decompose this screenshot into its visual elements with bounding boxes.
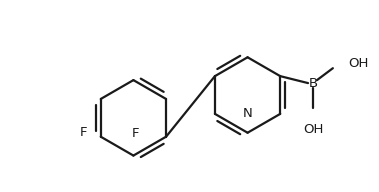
Text: F: F bbox=[79, 126, 87, 139]
Text: OH: OH bbox=[349, 57, 369, 70]
Text: F: F bbox=[132, 127, 139, 140]
Text: B: B bbox=[309, 77, 318, 90]
Text: OH: OH bbox=[303, 123, 323, 136]
Text: N: N bbox=[243, 107, 252, 120]
